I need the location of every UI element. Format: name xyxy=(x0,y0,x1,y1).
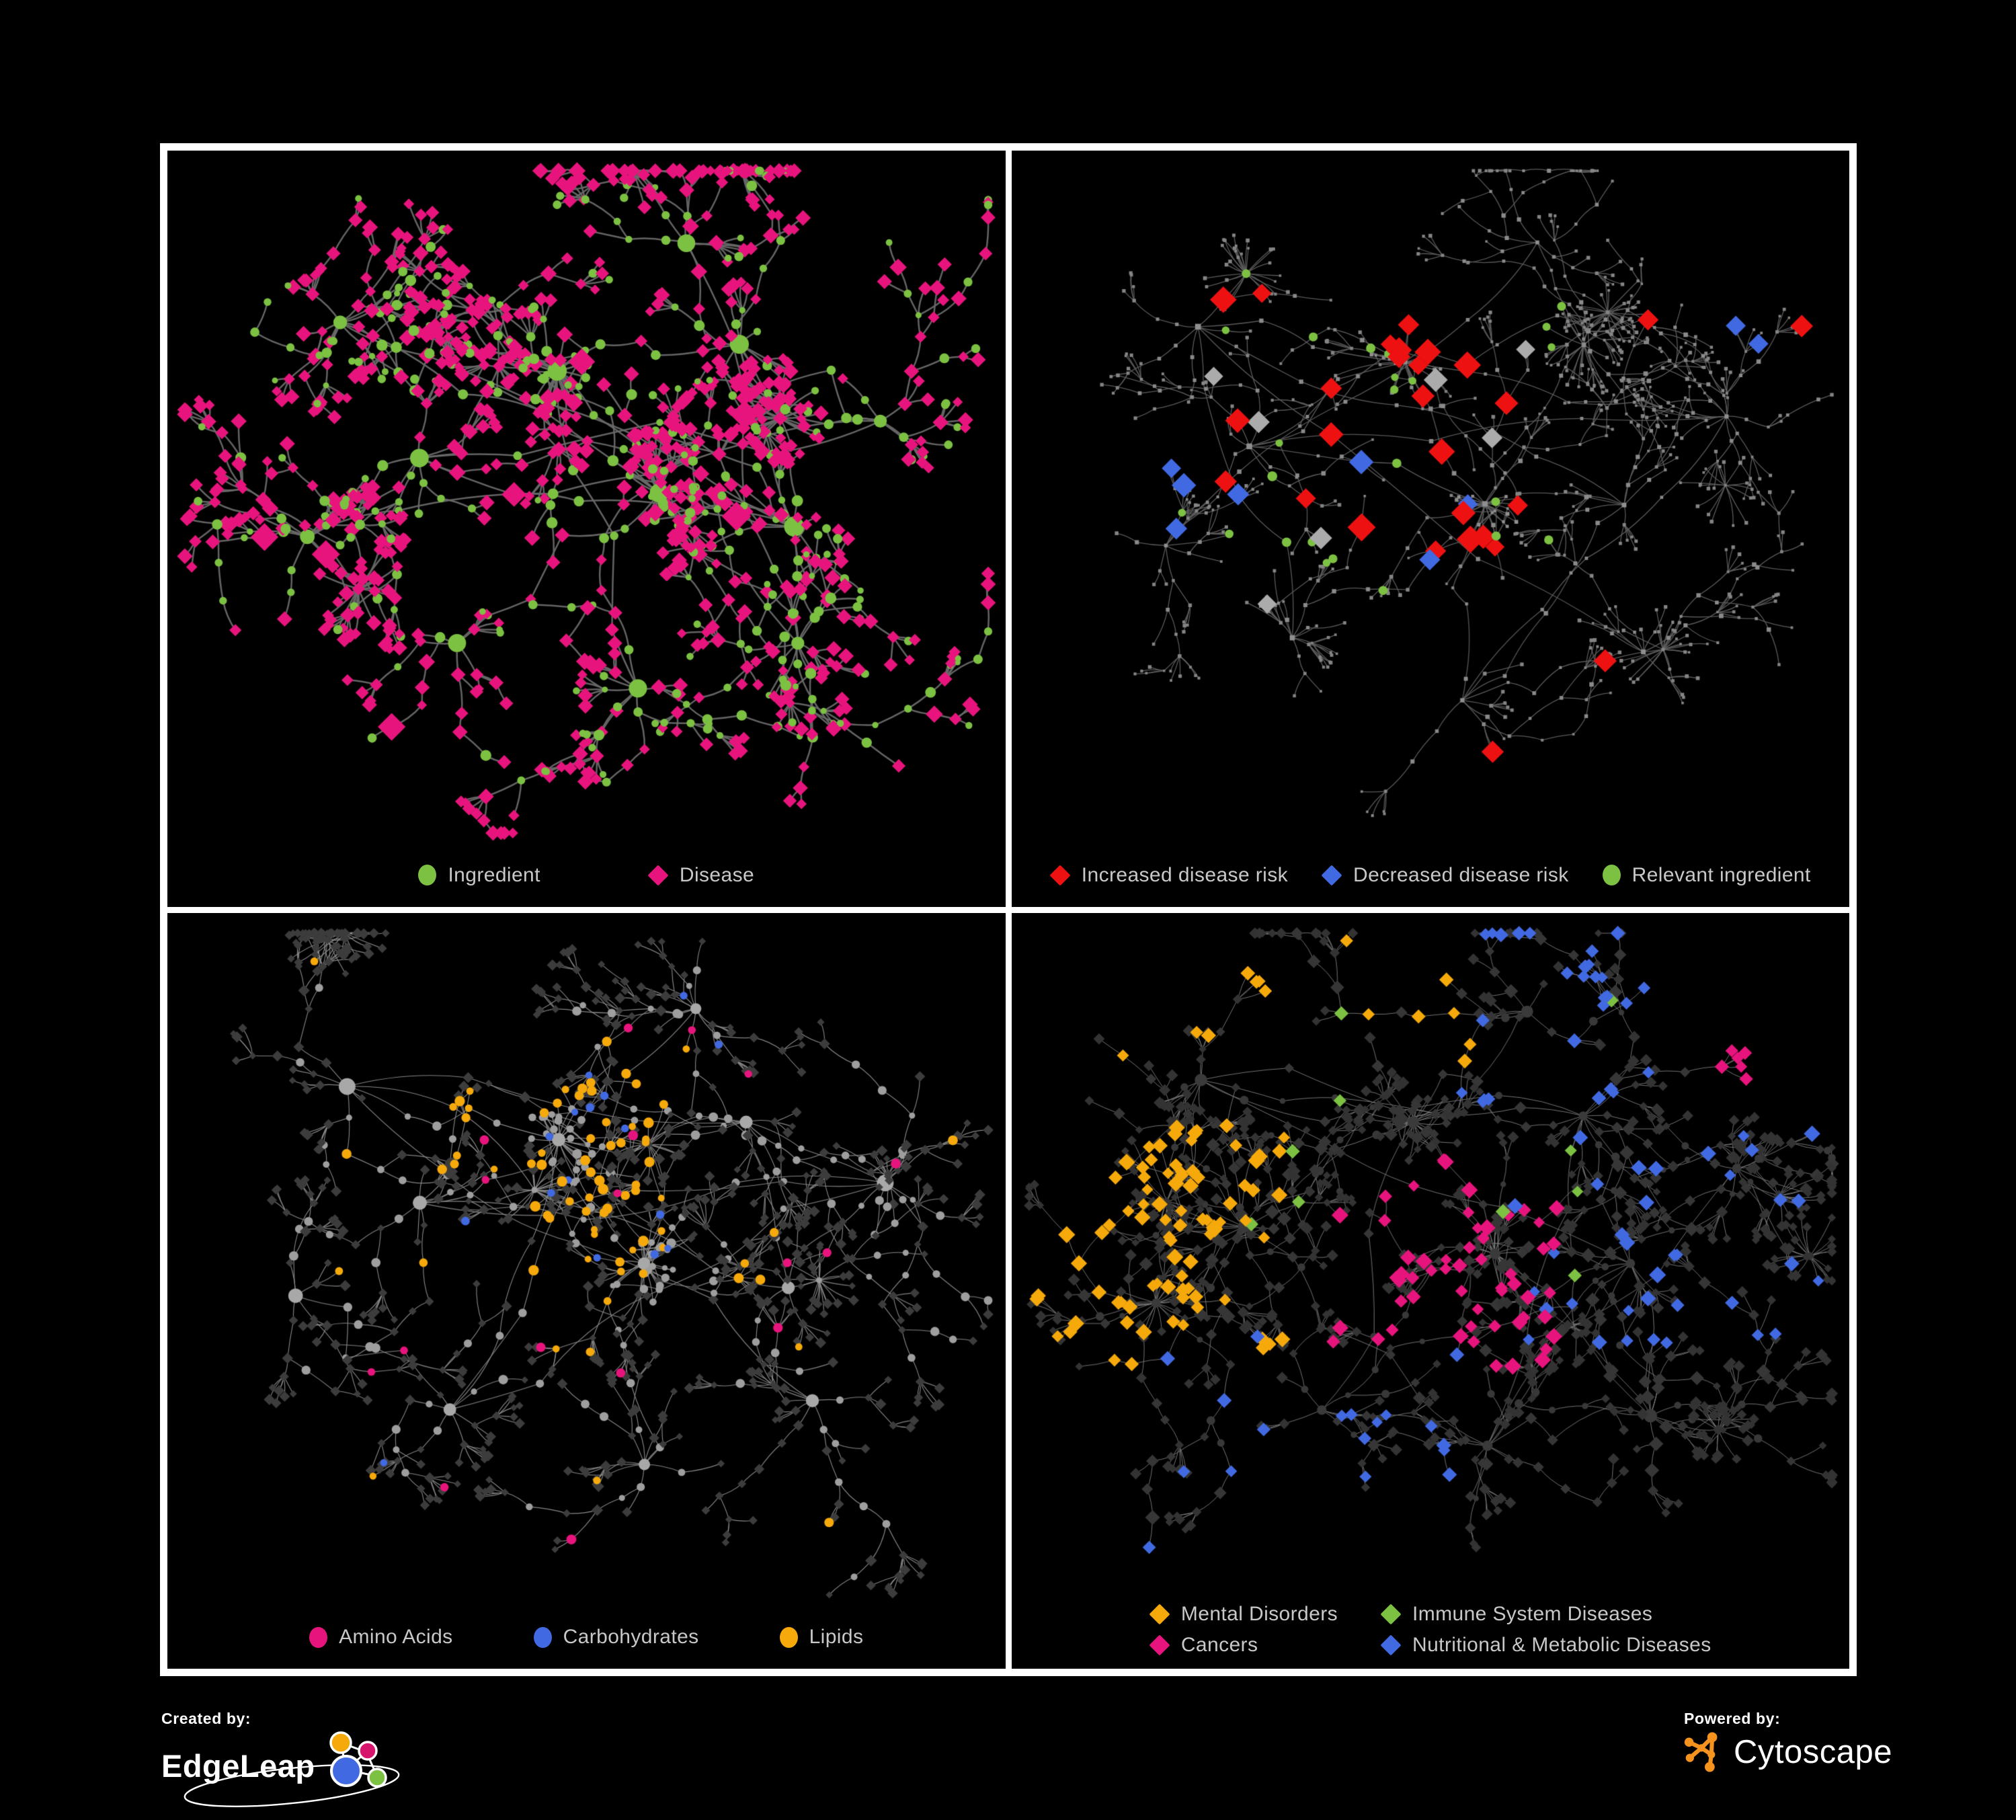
relevant-ingredient-circle-swatch-icon xyxy=(1602,865,1621,885)
legend-label: Increased disease risk xyxy=(1081,863,1289,886)
network-graph-ingredient-disease xyxy=(167,151,1006,907)
legend-label: Cancers xyxy=(1180,1634,1258,1656)
network-graph-compound-classes xyxy=(167,912,1006,1669)
amino-acids-circle-swatch-icon xyxy=(309,1626,328,1648)
legend-item: Relevant ingredient xyxy=(1602,863,1811,887)
cancers-diamond-swatch-icon xyxy=(1149,1634,1170,1656)
ingredient-circle-swatch-icon xyxy=(418,865,437,885)
legend-item: Ingredient xyxy=(418,864,540,887)
mental-disorders-diamond-swatch-icon xyxy=(1149,1604,1170,1625)
legend-label: Decreased disease risk xyxy=(1353,863,1569,886)
legend-label: Amino Acids xyxy=(339,1626,453,1648)
legend-label: Ingredient xyxy=(448,863,540,886)
legend-ingredient-disease: Ingredient Disease xyxy=(167,864,1006,887)
legend-item: Immune System Diseases xyxy=(1380,1603,1711,1626)
panel-ingredient-disease: Ingredient Disease xyxy=(167,151,1006,907)
legend-label: Immune System Diseases xyxy=(1412,1603,1653,1625)
legend-item: Amino Acids xyxy=(309,1626,452,1649)
legend-item: Increased disease risk xyxy=(1049,863,1289,887)
panel-compound-classes: Amino Acids Carbohydrates Lipids xyxy=(167,912,1006,1669)
legend-label: Nutritional & Metabolic Diseases xyxy=(1412,1634,1711,1656)
created-by-block: Created by: EdgeLeap xyxy=(161,1710,399,1807)
legend-label: Relevant ingredient xyxy=(1631,863,1811,886)
legend-item: Carbohydrates xyxy=(533,1626,699,1649)
legend-item: Mental Disorders xyxy=(1149,1603,1338,1626)
panel-grid: Ingredient Disease Increased disease ris… xyxy=(160,143,1857,1676)
cytoscape-logo-icon xyxy=(1684,1732,1718,1772)
powered-by-block: Powered by: xyxy=(1684,1710,1892,1774)
legend-label: Lipids xyxy=(809,1626,864,1648)
cytoscape-wordmark: Cytoscape xyxy=(1734,1733,1893,1770)
network-graph-disease-risk xyxy=(1011,151,1849,907)
nutritional-metabolic-diamond-swatch-icon xyxy=(1380,1634,1402,1656)
panel-disease-risk: Increased disease risk Decreased disease… xyxy=(1011,151,1850,907)
disease-diamond-swatch-icon xyxy=(647,864,669,886)
legend-item: Cancers xyxy=(1149,1634,1338,1657)
carbohydrates-circle-swatch-icon xyxy=(533,1626,552,1648)
legend-item: Disease xyxy=(647,863,755,887)
lipids-circle-swatch-icon xyxy=(779,1626,798,1648)
legend-disease-risk: Increased disease risk Decreased disease… xyxy=(1012,864,1850,887)
panel-disease-categories: Mental Disorders Immune System Diseases … xyxy=(1011,912,1850,1669)
network-graph-disease-categories xyxy=(1011,912,1849,1669)
legend-item: Nutritional & Metabolic Diseases xyxy=(1380,1634,1711,1657)
immune-system-diseases-diamond-swatch-icon xyxy=(1380,1604,1402,1625)
legend-item: Lipids xyxy=(779,1626,864,1649)
legend-label: Disease xyxy=(679,863,755,886)
edgeleap-logo-icon xyxy=(184,1731,399,1807)
legend-disease-categories: Mental Disorders Immune System Diseases … xyxy=(1012,1603,1850,1657)
legend-label: Mental Disorders xyxy=(1180,1603,1338,1625)
increased-risk-diamond-swatch-icon xyxy=(1049,864,1071,886)
legend-label: Carbohydrates xyxy=(563,1626,699,1648)
legend-item: Decreased disease risk xyxy=(1321,863,1569,887)
legend-compound-classes: Amino Acids Carbohydrates Lipids xyxy=(167,1626,1006,1649)
powered-by-label: Powered by: xyxy=(1684,1710,1781,1727)
decreased-risk-diamond-swatch-icon xyxy=(1321,864,1342,886)
created-by-label: Created by: xyxy=(161,1710,251,1727)
